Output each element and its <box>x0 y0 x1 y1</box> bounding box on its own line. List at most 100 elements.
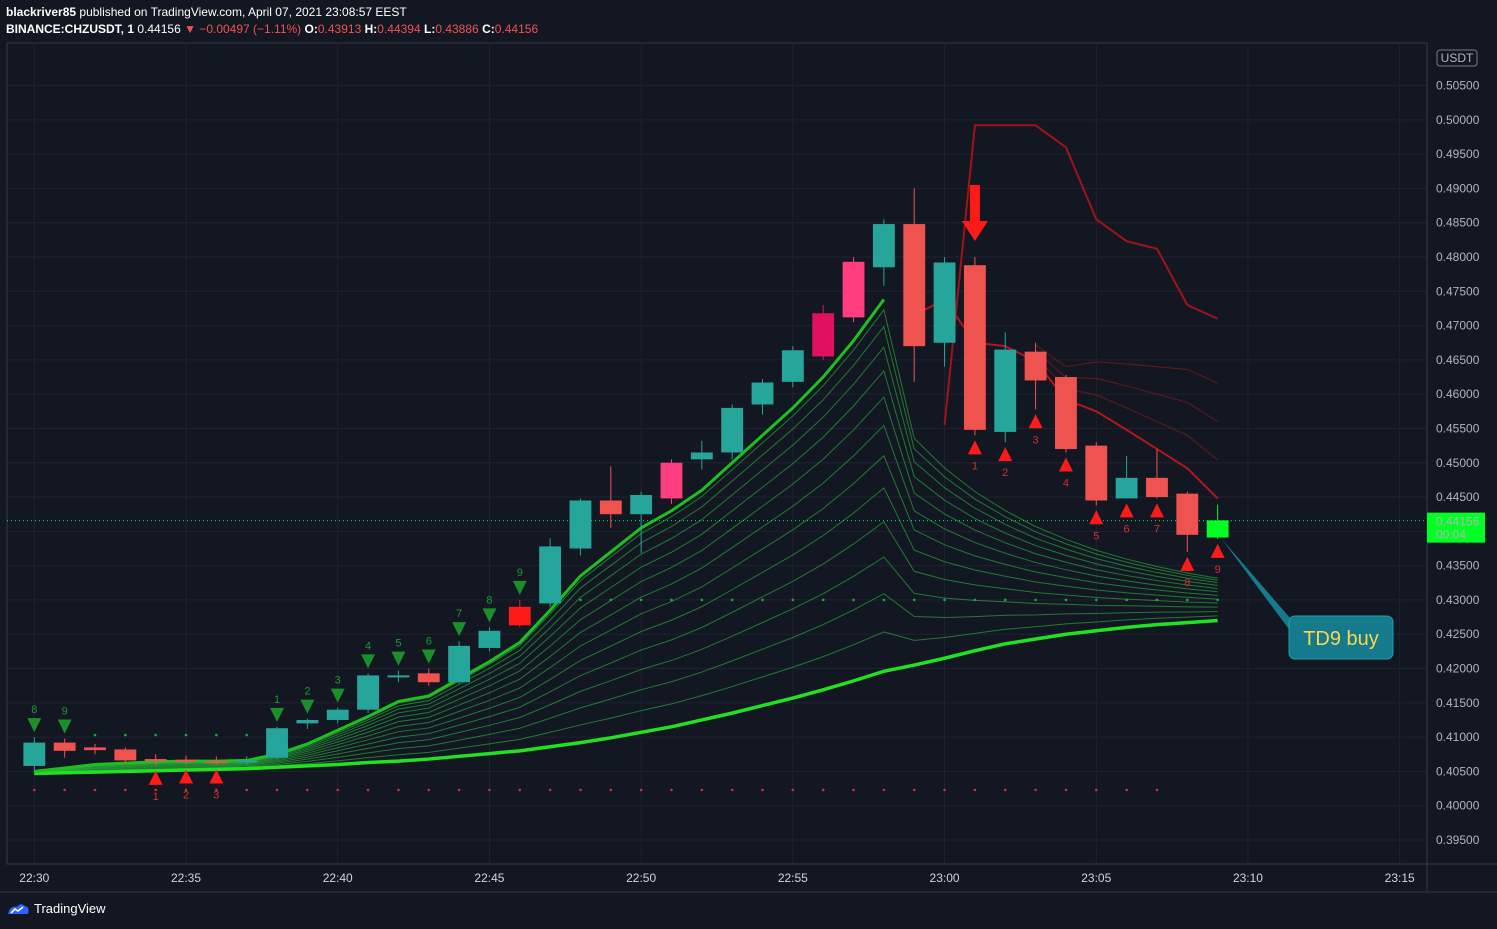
support-dot <box>852 788 855 792</box>
candle-body[interactable] <box>660 462 683 499</box>
support-dot <box>184 788 188 792</box>
resistance-dot <box>821 598 825 602</box>
support-dot <box>518 788 522 792</box>
candle-body[interactable] <box>963 265 986 430</box>
resistance-dot <box>1094 598 1098 602</box>
td-buy-triangle <box>1149 503 1164 518</box>
ribbon-line <box>34 556 1218 774</box>
candle-body[interactable] <box>690 452 713 460</box>
candle-body[interactable] <box>751 382 774 405</box>
td-sell-count: 9 <box>517 567 523 579</box>
resistance-dot <box>1185 598 1189 602</box>
candle-body[interactable] <box>508 606 531 626</box>
candle-body[interactable] <box>1055 377 1077 450</box>
price-tag-value: 0.44156 <box>1436 515 1480 529</box>
resistance-dot <box>1003 598 1007 602</box>
sell-signal-arrow-head <box>961 220 988 241</box>
candle-body[interactable] <box>144 759 167 762</box>
td-sell-triangle <box>361 654 376 669</box>
price-tick-label: 0.45500 <box>1436 421 1480 435</box>
candle-body[interactable] <box>205 761 228 764</box>
candle-body[interactable] <box>53 742 76 751</box>
time-tick-label: 22:30 <box>19 871 49 885</box>
td9-callout-box[interactable] <box>1288 615 1394 660</box>
candle-body[interactable] <box>599 500 622 515</box>
support-dot <box>579 788 582 792</box>
support-dot <box>488 788 491 792</box>
support-dot <box>1094 788 1098 792</box>
plot-frame <box>6 42 1428 865</box>
candle-body[interactable] <box>326 709 349 720</box>
candle-body[interactable] <box>933 262 956 343</box>
callout-pointer <box>1221 538 1300 644</box>
candle-body[interactable] <box>872 224 895 268</box>
candle-body[interactable] <box>1206 520 1229 538</box>
candle-body[interactable] <box>781 350 804 382</box>
publisher-name[interactable]: blackriver85 <box>6 5 77 19</box>
candle-body[interactable] <box>387 675 410 678</box>
candle-body[interactable] <box>539 546 562 604</box>
td-sell-triangle <box>300 699 315 714</box>
td-buy-count: 3 <box>213 790 219 802</box>
publish-info: published on TradingView.com, April 07, … <box>79 5 407 19</box>
candle-body[interactable] <box>84 747 106 751</box>
candle-body[interactable] <box>1176 493 1199 535</box>
ribbon-line <box>34 487 1218 773</box>
candle-body[interactable] <box>842 261 865 318</box>
open-value: 0.43913 <box>317 22 362 36</box>
price-tick-label: 0.44500 <box>1436 490 1480 504</box>
symbol-label[interactable]: BINANCE:CHZUSDT, 1 <box>6 22 135 36</box>
candle-body[interactable] <box>569 500 592 549</box>
support-dot <box>943 788 946 792</box>
candle-body[interactable] <box>721 407 744 453</box>
candle-body[interactable] <box>296 719 319 724</box>
candles[interactable] <box>23 188 1229 772</box>
resistance-dot <box>973 598 977 602</box>
resistance-dot <box>154 733 157 737</box>
candle-body[interactable] <box>175 759 197 762</box>
price-tick-label: 0.48500 <box>1436 216 1480 230</box>
candle-body[interactable] <box>478 630 501 648</box>
resistance-dot <box>791 598 795 602</box>
td-buy-count: 4 <box>1063 477 1069 489</box>
candle-body[interactable] <box>630 494 653 515</box>
td-buy-triangle <box>179 769 194 784</box>
candle-body[interactable] <box>448 645 471 683</box>
candle-body[interactable] <box>1115 477 1138 499</box>
tradingview-footer[interactable]: TradingView <box>6 901 106 916</box>
support-dot <box>154 788 157 792</box>
support-dot <box>215 788 218 792</box>
candle-body[interactable] <box>812 313 835 357</box>
resistance-dot <box>93 733 97 737</box>
resistance-dot <box>1155 598 1159 602</box>
candle-body[interactable] <box>1024 351 1047 381</box>
ribbon-line <box>34 325 1218 773</box>
red-ribbon-line <box>1035 344 1218 384</box>
support-dot <box>973 788 977 792</box>
support-dot <box>336 788 340 792</box>
price-tag[interactable] <box>1427 512 1485 543</box>
candle-body[interactable] <box>235 760 258 763</box>
time-tick-label: 23:05 <box>1081 871 1111 885</box>
candle-body[interactable] <box>266 728 288 758</box>
resistance-dot <box>639 598 643 602</box>
candle-body[interactable] <box>994 349 1017 432</box>
currency-badge[interactable] <box>1436 49 1478 67</box>
support-dot <box>63 788 66 792</box>
candle-body[interactable] <box>903 224 926 347</box>
candle-body[interactable] <box>417 673 440 683</box>
td-buy-count: 6 <box>1124 523 1130 535</box>
low-label: L: <box>424 22 436 36</box>
candle-body[interactable] <box>1146 477 1168 498</box>
candle-body[interactable] <box>1085 445 1108 501</box>
candle-body[interactable] <box>114 749 137 761</box>
candle-body[interactable] <box>357 675 379 710</box>
chart-axes[interactable]: 0.50500 0.50000 0.49500 0.49000 0.48500 0.480… <box>0 43 1497 893</box>
td-sell-count: 5 <box>395 638 401 650</box>
td-sell-triangle <box>421 649 436 664</box>
low-value: 0.43886 <box>435 22 479 36</box>
signal-dots <box>7 520 1427 792</box>
candle-body[interactable] <box>23 742 46 766</box>
